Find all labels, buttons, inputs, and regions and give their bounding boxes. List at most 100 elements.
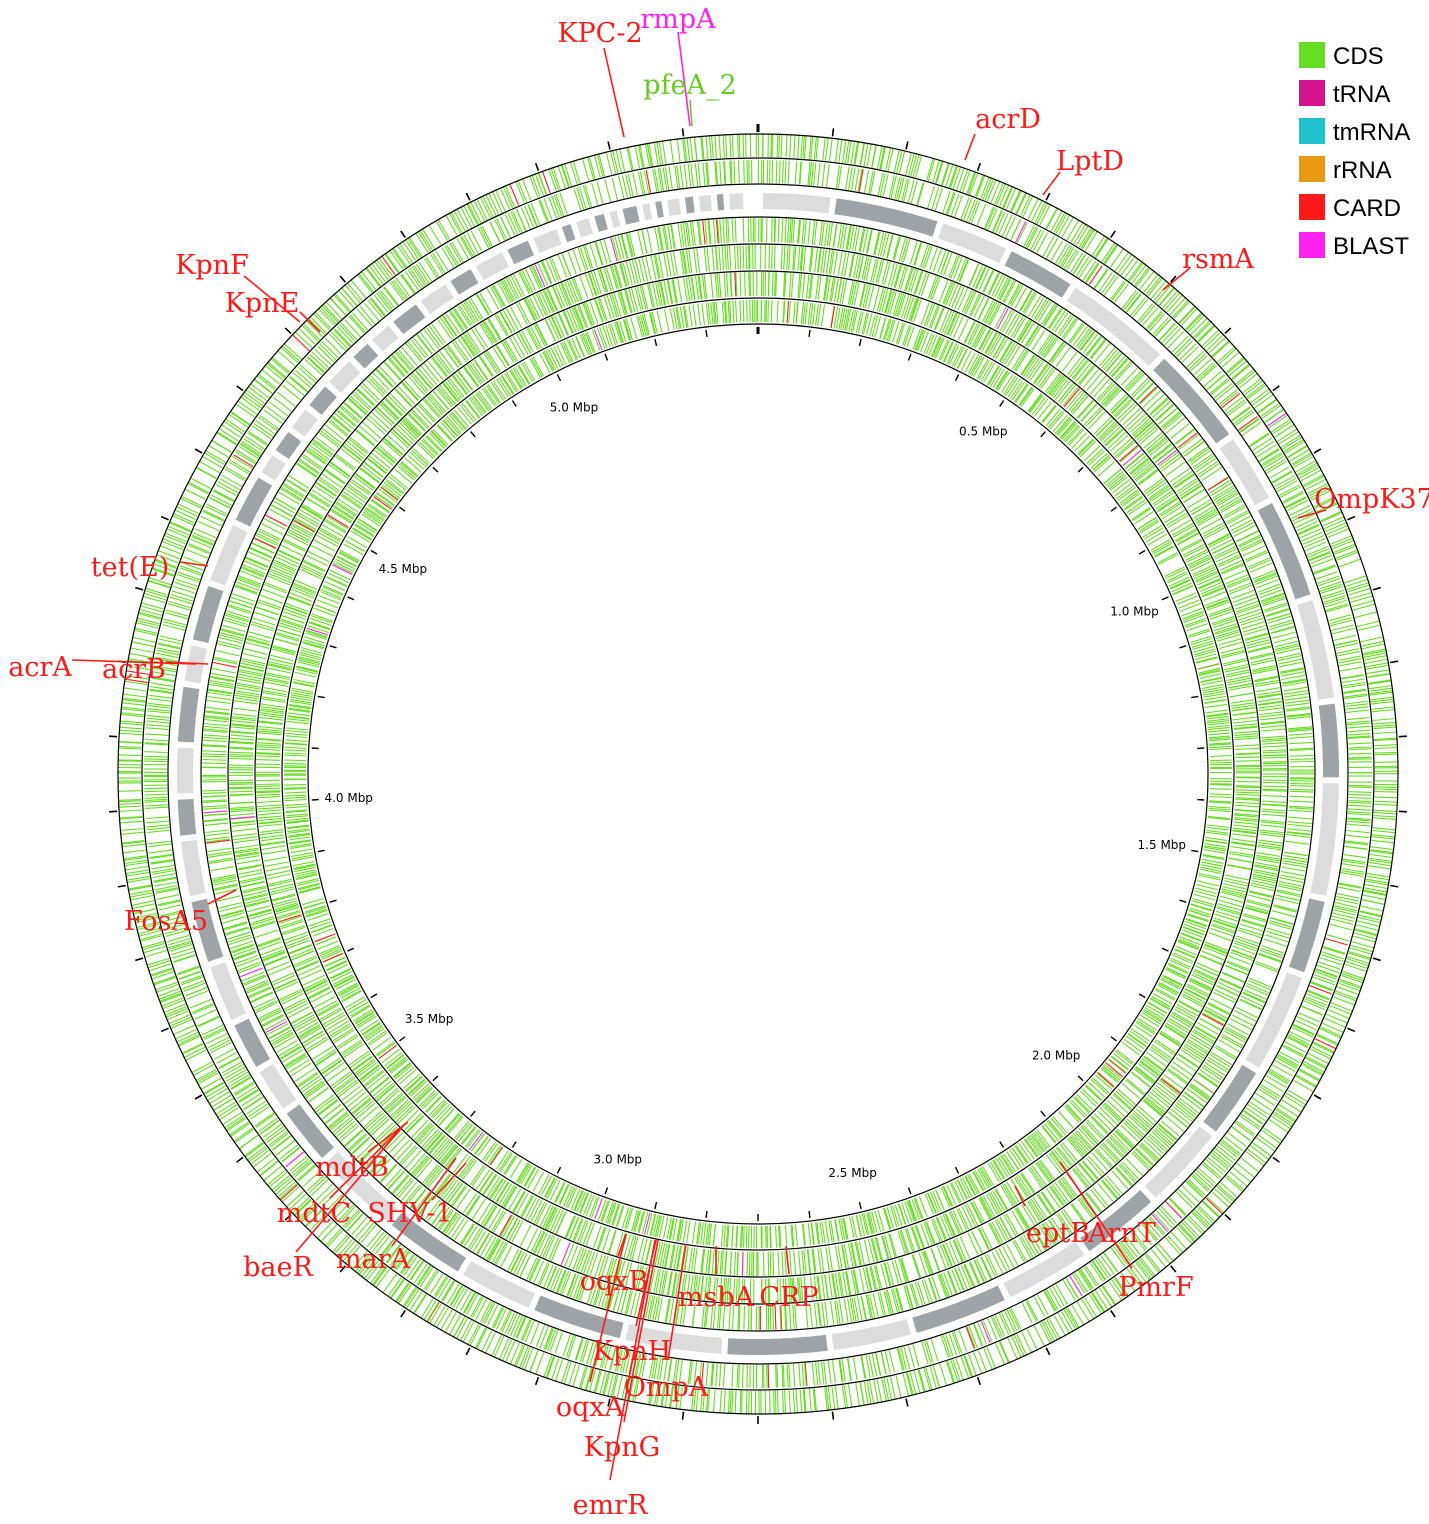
- feature-mark: [282, 384, 301, 401]
- feature-mark: [1313, 565, 1336, 575]
- feature-mark: [1303, 475, 1325, 488]
- feature-mark: [1257, 697, 1282, 703]
- feature-mark: [1348, 799, 1372, 803]
- feature-mark: [1193, 970, 1216, 982]
- feature-mark: [1336, 551, 1359, 561]
- feature-mark: [1033, 1325, 1045, 1347]
- feature-mark: [1291, 1026, 1314, 1038]
- feature-mark: [1131, 1264, 1147, 1284]
- feature-mark: [400, 1146, 419, 1166]
- feature-mark: [419, 230, 433, 251]
- feature-mark: [1341, 674, 1365, 680]
- feature-mark: [626, 147, 633, 171]
- feature-mark: [889, 1233, 897, 1257]
- feature-mark: [375, 1268, 391, 1288]
- feature-mark: [1118, 1241, 1134, 1261]
- feature-mark: [1268, 414, 1289, 429]
- feature-mark: [230, 806, 255, 809]
- feature-mark: [302, 323, 320, 341]
- feature-mark: [397, 1106, 416, 1125]
- feature-mark: [963, 1355, 973, 1378]
- feature-mark: [805, 274, 810, 299]
- feature-mark: [1263, 455, 1284, 469]
- feature-tracks: [117, 133, 1399, 1415]
- feature-mark: [1349, 947, 1373, 955]
- feature-mark: [257, 530, 280, 542]
- feature-mark: [1347, 812, 1371, 816]
- feature-mark: [802, 135, 806, 159]
- feature-mark: [1338, 558, 1361, 568]
- feature-mark: [259, 414, 279, 430]
- feature-mark: [1373, 817, 1397, 820]
- feature-mark: [1171, 1013, 1193, 1027]
- outer-tick: [1347, 515, 1356, 521]
- feature-mark: [1338, 661, 1362, 667]
- feature-mark: [837, 251, 843, 276]
- feature-mark: [546, 1356, 556, 1379]
- outer-tick: [1110, 230, 1116, 239]
- feature-mark: [1373, 731, 1397, 735]
- feature-mark: [726, 245, 729, 270]
- feature-mark: [837, 165, 842, 189]
- feature-mark: [371, 1266, 387, 1286]
- feature-mark: [923, 1368, 931, 1391]
- feature-mark: [1230, 699, 1255, 704]
- feature-mark: [1258, 953, 1282, 963]
- feature-mark: [1299, 466, 1320, 479]
- feature-mark: [462, 1321, 475, 1343]
- feature-mark: [209, 1039, 231, 1051]
- feature-mark: [1320, 510, 1342, 522]
- feature-mark: [238, 1089, 259, 1103]
- feature-mark: [236, 859, 261, 865]
- feature-mark: [127, 665, 150, 671]
- feature-mark: [1287, 445, 1308, 459]
- feature-mark: [1164, 328, 1181, 346]
- feature-mark: [550, 168, 560, 191]
- feature-mark: [1198, 1167, 1216, 1184]
- feature-mark: [1046, 1319, 1058, 1340]
- feature-mark: [887, 148, 894, 172]
- feature-mark: [1192, 564, 1215, 576]
- feature-mark: [262, 1123, 283, 1138]
- feature-mark: [1235, 756, 1260, 759]
- feature-mark: [909, 1371, 917, 1395]
- feature-mark: [810, 136, 814, 160]
- feature-mark: [1080, 228, 1094, 249]
- feature-mark: [223, 921, 248, 930]
- feature-mark: [118, 759, 142, 761]
- feature-mark: [1008, 1308, 1020, 1330]
- feature-mark: [1311, 558, 1334, 568]
- feature-mark: [679, 250, 685, 275]
- feature-mark: [693, 1361, 698, 1385]
- feature-mark: [395, 1251, 411, 1271]
- feature-mark: [1345, 706, 1369, 710]
- feature-mark: [880, 146, 886, 170]
- feature-mark: [512, 1190, 525, 1213]
- feature-mark: [1187, 314, 1205, 333]
- feature-track-1: [117, 133, 1399, 1415]
- feature-mark: [1280, 870, 1305, 877]
- feature-mark: [873, 1379, 879, 1403]
- feature-mark: [1248, 894, 1272, 902]
- feature-mark: [166, 528, 189, 539]
- feature-mark: [337, 1204, 354, 1222]
- feature-mark: [1164, 1237, 1181, 1256]
- feature-mark: [828, 138, 833, 162]
- feature-mark: [1188, 556, 1211, 568]
- feature-mark: [628, 1378, 635, 1402]
- feature-mark: [741, 1364, 744, 1388]
- feature-mark: [1274, 475, 1295, 488]
- feature-mark: [1262, 453, 1283, 467]
- feature-mark: [1036, 232, 1049, 254]
- feature-mark: [1113, 1245, 1128, 1265]
- feature-mark: [1238, 416, 1258, 431]
- feature-mark: [119, 816, 143, 820]
- feature-mark: [1202, 1064, 1224, 1079]
- feature-mark: [1179, 1223, 1196, 1242]
- feature-mark: [139, 608, 162, 616]
- feature-mark: [1235, 785, 1260, 787]
- feature-mark: [1240, 1113, 1261, 1128]
- feature-mark: [1224, 396, 1243, 412]
- feature-mark: [1300, 531, 1323, 542]
- feature-mark: [202, 510, 225, 522]
